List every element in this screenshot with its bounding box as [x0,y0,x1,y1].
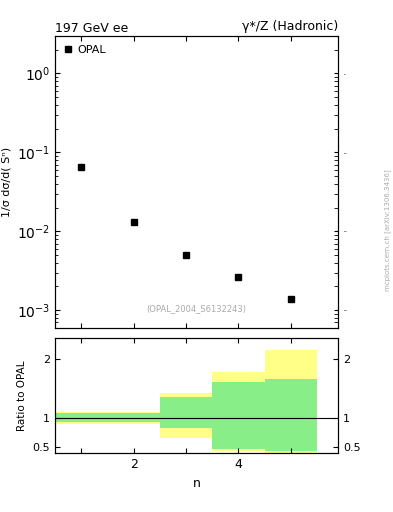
X-axis label: n: n [193,477,200,489]
Y-axis label: 1/σ dσ/d( Sⁿ): 1/σ dσ/d( Sⁿ) [1,147,11,217]
Text: γ*/Z (Hadronic): γ*/Z (Hadronic) [242,20,338,33]
Y-axis label: Ratio to OPAL: Ratio to OPAL [17,360,27,431]
Text: (OPAL_2004_S6132243): (OPAL_2004_S6132243) [147,304,246,313]
Text: 197 GeV ee: 197 GeV ee [55,22,128,35]
Legend: OPAL: OPAL [61,41,109,58]
Text: mcplots.cern.ch [arXiv:1306.3436]: mcplots.cern.ch [arXiv:1306.3436] [384,169,391,291]
